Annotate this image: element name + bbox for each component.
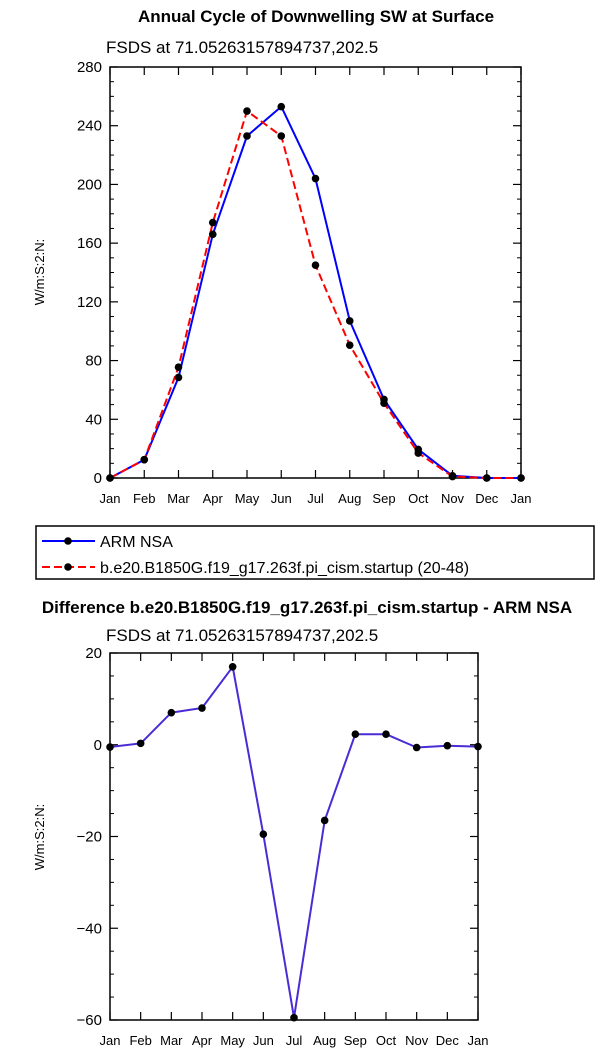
chart2-y-tick-label: −20 [77, 829, 102, 846]
chart2-point-s1-8 [351, 730, 360, 738]
chart1-point-s2-8 [380, 399, 388, 407]
chart2-point-s1-6 [290, 1013, 298, 1022]
chart2-x-tick-label: Mar [160, 1033, 183, 1048]
chart2-x-tick-label: Dec [436, 1033, 460, 1048]
chart1-point-s2-10 [448, 472, 457, 481]
chart1-y-tick-label: 120 [77, 294, 102, 311]
chart2-x-tick-label: Jun [253, 1033, 274, 1048]
chart2-subtitle: FSDS at 71.05263157894737,202.5 [106, 626, 378, 645]
chart2-x-tick-label: Jul [286, 1033, 303, 1048]
legend-marker-arm-nsa [64, 537, 72, 545]
chart1-point-s2-6 [311, 261, 320, 269]
chart2-x-tick-label: Aug [313, 1033, 336, 1048]
chart2-y-tick-label: −60 [77, 1012, 102, 1029]
chart1-x-tick-label: Oct [408, 491, 429, 506]
chart1-x-tick-label: Jun [271, 491, 292, 506]
chart1-point-s2-2 [174, 363, 183, 371]
chart1-point-s1-2 [174, 373, 183, 382]
chart1-x-tick-label: Sep [372, 491, 395, 506]
chart1-point-s2-12 [517, 474, 525, 482]
legend-label-arm-nsa: ARM NSA [100, 534, 173, 551]
legend-label-model: b.e20.B1850G.f19_g17.263f.pi_cism.startu… [100, 560, 469, 577]
chart1-x-tick-label: Nov [441, 491, 465, 506]
chart1-point-s2-1 [140, 455, 149, 464]
chart2-series-line-1 [109, 665, 479, 1019]
chart1-x-tick-label: Mar [167, 491, 190, 506]
chart2-point-s1-3 [198, 704, 206, 712]
chart1-series-line-1 [109, 105, 521, 479]
chart1-x-tick-label: Dec [475, 491, 499, 506]
chart2-point-s1-2 [167, 708, 176, 717]
legend-marker-model [64, 563, 72, 571]
chart2-plot: −60 −40 −20 0 20 Jan Feb Mar Apr May Jun Jul Aug Sep O… [77, 645, 489, 1048]
chart1-x-tick-label: Jan [511, 491, 532, 506]
chart2-y-tick-label: −40 [77, 920, 102, 937]
chart2-y-tick-label: 0 [94, 737, 102, 754]
chart2-title: Difference b.e20.B1850G.f19_g17.263f.pi_… [42, 598, 572, 617]
chart2-point-s1-0 [106, 743, 114, 751]
chart1-x-tick-label: Jul [307, 491, 324, 506]
chart1-point-s1-5 [277, 102, 286, 111]
chart2-x-tick-label: Oct [376, 1033, 397, 1048]
chart1-frame [109, 66, 522, 479]
chart1-y-tick-label: 40 [85, 411, 102, 428]
chart1-point-s1-7 [345, 317, 354, 325]
chart1-point-s1-4 [243, 132, 251, 140]
chart1-point-s2-9 [414, 449, 423, 457]
chart1-point-s2-4 [243, 107, 251, 115]
chart1-plot: 0 40 80 120 160 200 240 280 Jan Feb Mar Apr May Jun Ju… [77, 59, 532, 506]
chart1-legend: ARM NSA b.e20.B1850G.f19_g17.263f.pi_cis… [35, 525, 595, 580]
chart2-point-s1-4 [228, 662, 237, 671]
chart2-y-axis-label: W/m:S:2:N: [32, 804, 47, 870]
chart2-point-s1-1 [136, 739, 145, 748]
chart2-x-tick-label: Sep [344, 1033, 367, 1048]
chart1-x-tick-label: May [235, 491, 260, 506]
chart2-frame [109, 652, 479, 1021]
chart1-point-s1-6 [311, 174, 320, 183]
chart2-point-s1-11 [443, 741, 452, 750]
chart2-point-s1-10 [412, 743, 421, 752]
chart2-point-s1-12 [474, 742, 482, 751]
chart1-y-tick-label: 280 [77, 59, 102, 76]
chart1-point-s2-7 [345, 341, 354, 349]
chart1-subtitle: FSDS at 71.05263157894737,202.5 [106, 38, 378, 57]
chart1-point-s2-11 [482, 474, 491, 482]
chart1-point-s2-3 [208, 218, 217, 227]
chart2-x-tick-label: Jan [468, 1033, 489, 1048]
chart2-x-tick-label: May [220, 1033, 245, 1048]
chart1-x-tick-label: Feb [133, 491, 155, 506]
chart1-point-s1-3 [208, 230, 217, 239]
legend-box [35, 525, 595, 580]
chart1-x-tick-label: Jan [100, 491, 121, 506]
chart1-y-tick-label: 240 [77, 118, 102, 135]
chart1-series-line-2 [109, 110, 521, 479]
chart1-y-tick-label: 0 [94, 470, 102, 487]
chart1-x-tick-label: Apr [203, 491, 224, 506]
chart1-point-s2-0 [106, 474, 114, 482]
chart1-y-tick-label: 160 [77, 235, 102, 252]
chart2-x-tick-label: Nov [405, 1033, 429, 1048]
chart2-x-tick-label: Apr [192, 1033, 213, 1048]
chart2-y-tick-label: 20 [85, 645, 102, 662]
chart2-point-s1-7 [320, 816, 329, 825]
chart1-y-tick-label: 80 [85, 353, 102, 370]
chart2-x-tick-label: Feb [129, 1033, 151, 1048]
chart1-point-s2-5 [277, 132, 286, 140]
chart2-x-tick-label: Jan [100, 1033, 121, 1048]
chart2-point-s1-9 [382, 730, 390, 738]
chart1-y-tick-label: 200 [77, 176, 102, 193]
chart1-x-tick-label: Aug [338, 491, 361, 506]
chart1-title: Annual Cycle of Downwelling SW at Surfac… [138, 7, 494, 26]
chart2-point-s1-5 [259, 830, 268, 839]
chart1-y-axis-label: W/m:S:2:N: [32, 239, 47, 305]
